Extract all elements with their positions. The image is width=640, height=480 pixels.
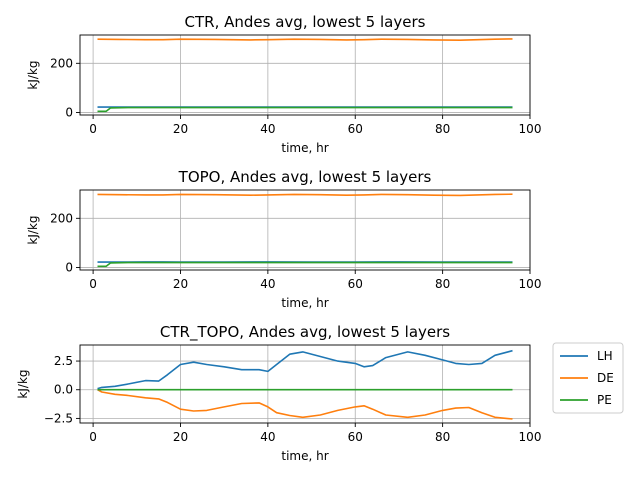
x-tick-label: 0 bbox=[89, 277, 97, 291]
x-tick-label: 20 bbox=[173, 122, 188, 136]
x-tick-label: 80 bbox=[435, 277, 450, 291]
x-tick-label: 40 bbox=[260, 430, 275, 444]
x-tick-label: 20 bbox=[173, 277, 188, 291]
plot-frame bbox=[79, 34, 531, 116]
x-tick-label: 100 bbox=[519, 122, 542, 136]
y-tick-label: 0 bbox=[65, 106, 73, 120]
plot-frame bbox=[79, 344, 531, 424]
series-line-de bbox=[97, 388, 513, 420]
series-line-pe bbox=[97, 106, 513, 113]
chart-title: TOPO, Andes avg, lowest 5 layers bbox=[178, 168, 432, 186]
y-tick-label: 0 bbox=[65, 261, 73, 275]
x-tick-label: 60 bbox=[348, 430, 363, 444]
x-tick-label: 20 bbox=[173, 430, 188, 444]
y-tick-label: 200 bbox=[50, 56, 73, 70]
y-tick-label: 2.5 bbox=[54, 354, 73, 368]
legend-label-pe: PE bbox=[597, 393, 612, 407]
chart-title: CTR_TOPO, Andes avg, lowest 5 layers bbox=[160, 323, 450, 342]
plot-frame bbox=[79, 189, 531, 271]
x-tick-label: 80 bbox=[435, 122, 450, 136]
x-tick-label: 40 bbox=[260, 122, 275, 136]
y-tick-label: −2.5 bbox=[44, 411, 73, 425]
x-tick-label: 60 bbox=[348, 122, 363, 136]
y-axis-label: kJ/kg bbox=[26, 60, 40, 89]
x-tick-label: 60 bbox=[348, 277, 363, 291]
x-tick-label: 0 bbox=[89, 122, 97, 136]
series-line-lh bbox=[97, 349, 513, 390]
x-tick-label: 100 bbox=[519, 277, 542, 291]
series-line-de bbox=[97, 193, 513, 197]
y-axis-label: kJ/kg bbox=[16, 369, 30, 398]
x-axis-label: time, hr bbox=[281, 296, 328, 310]
x-tick-label: 0 bbox=[89, 430, 97, 444]
legend-label-de: DE bbox=[597, 371, 614, 385]
x-tick-label: 40 bbox=[260, 277, 275, 291]
y-tick-label: 200 bbox=[50, 211, 73, 225]
y-tick-label: 0.0 bbox=[54, 383, 73, 397]
legend-label-lh: LH bbox=[597, 349, 613, 363]
x-axis-label: time, hr bbox=[281, 141, 328, 155]
y-axis-label: kJ/kg bbox=[26, 215, 40, 244]
chart-title: CTR, Andes avg, lowest 5 layers bbox=[185, 13, 426, 31]
series-line-pe bbox=[97, 261, 513, 268]
x-axis-label: time, hr bbox=[281, 449, 328, 463]
x-tick-label: 100 bbox=[519, 430, 542, 444]
series-line-de bbox=[97, 38, 513, 41]
x-tick-label: 80 bbox=[435, 430, 450, 444]
